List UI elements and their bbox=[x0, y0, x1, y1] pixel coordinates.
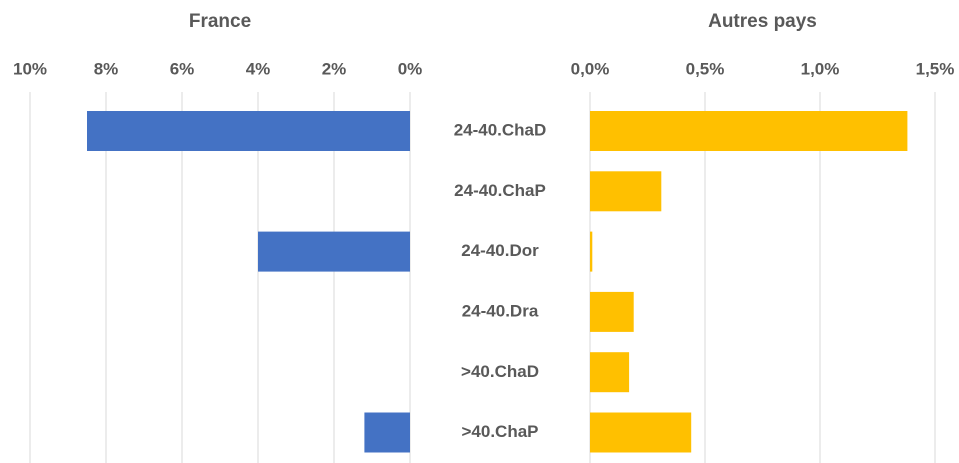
x-tick-label: 2% bbox=[322, 59, 347, 78]
chart-title: France bbox=[189, 11, 251, 32]
x-tick-label: 0,5% bbox=[686, 59, 725, 78]
x-tick-label: 6% bbox=[170, 59, 195, 78]
x-tick-label: 0% bbox=[398, 59, 423, 78]
bar bbox=[590, 291, 634, 332]
bar bbox=[590, 412, 692, 453]
category-label: 24-40.ChaP bbox=[454, 181, 546, 200]
bar bbox=[590, 111, 908, 151]
x-tick-label: 1,5% bbox=[916, 59, 955, 78]
bar bbox=[590, 231, 593, 272]
category-label: 24-40.Dra bbox=[462, 302, 539, 321]
bar bbox=[590, 171, 662, 212]
bar bbox=[87, 111, 410, 151]
bar bbox=[590, 352, 630, 393]
category-label: >40.ChaD bbox=[461, 362, 539, 381]
x-tick-label: 8% bbox=[94, 59, 119, 78]
bar bbox=[258, 231, 410, 272]
x-tick-label: 10% bbox=[13, 59, 47, 78]
bar bbox=[364, 412, 410, 453]
x-tick-label: 0,0% bbox=[571, 59, 610, 78]
category-label: 24-40.ChaD bbox=[454, 121, 547, 140]
chart-title: Autres pays bbox=[708, 11, 817, 32]
x-tick-label: 1,0% bbox=[801, 59, 840, 78]
category-label: >40.ChaP bbox=[461, 422, 538, 441]
x-tick-label: 4% bbox=[246, 59, 271, 78]
category-label: 24-40.Dor bbox=[461, 241, 539, 260]
